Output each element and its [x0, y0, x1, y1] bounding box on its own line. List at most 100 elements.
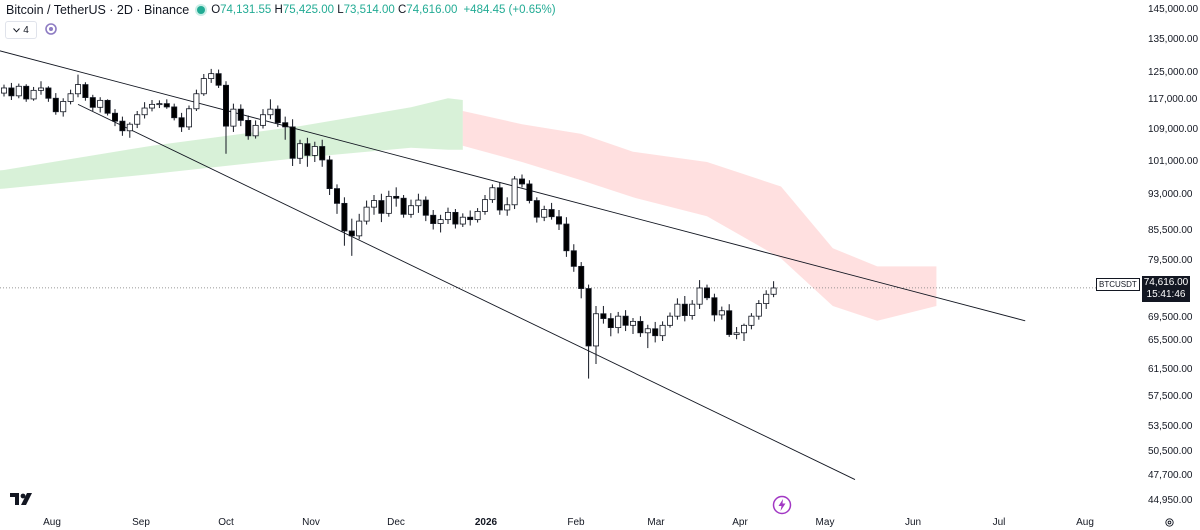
candle: [755, 300, 762, 320]
candle: [82, 82, 89, 101]
candle: [489, 184, 496, 203]
candle-body: [200, 78, 207, 95]
candle: [585, 284, 592, 379]
candle-body: [60, 101, 67, 113]
candle: [259, 109, 266, 129]
candle: [667, 312, 674, 328]
candle: [711, 293, 718, 322]
time-axis-label: 2026: [474, 517, 498, 528]
candle: [415, 193, 422, 213]
candle-body: [437, 219, 444, 224]
candle-body: [674, 303, 681, 317]
candle-body: [296, 143, 303, 159]
trendlines[interactable]: [0, 19, 1026, 480]
tradingview-logo-icon[interactable]: [10, 492, 36, 506]
candle: [674, 298, 681, 320]
candle-body: [600, 313, 607, 319]
candle: [385, 190, 392, 217]
candle: [437, 214, 444, 233]
candle-body: [38, 87, 45, 91]
candle: [600, 305, 607, 324]
candle: [452, 209, 459, 229]
candle: [570, 244, 577, 272]
candle-body: [237, 108, 244, 121]
candle: [504, 197, 511, 216]
candle: [296, 139, 303, 164]
candle-body: [171, 106, 178, 119]
candle: [15, 83, 22, 99]
candle-body: [726, 310, 733, 335]
time-axis-label: Dec: [387, 517, 405, 528]
candle: [593, 305, 600, 365]
close-label: C: [397, 4, 407, 16]
candle: [178, 112, 185, 132]
candle-body: [245, 119, 252, 137]
price-scale-label: 125,000.00: [1148, 67, 1199, 78]
candle: [104, 99, 111, 116]
time-axis-label: Oct: [218, 517, 234, 528]
candle-body: [319, 146, 326, 161]
candle: [30, 86, 37, 101]
candle: [341, 197, 348, 246]
candle: [333, 184, 340, 214]
bar-countdown: 15:41:46: [1146, 289, 1186, 300]
low-label: L: [337, 4, 344, 16]
candle-body: [481, 199, 488, 212]
candle-body: [126, 123, 133, 132]
candle: [741, 323, 748, 341]
candle-body: [548, 209, 555, 218]
candle: [208, 68, 215, 83]
candle: [119, 116, 126, 136]
candle-body: [385, 195, 392, 214]
candle-body: [696, 287, 703, 305]
candle-body: [52, 97, 59, 113]
candle: [459, 213, 466, 228]
price-scale-label: 117,000.00: [1148, 94, 1198, 105]
candle-body: [452, 211, 459, 225]
candle: [733, 327, 740, 340]
trendline-lower[interactable]: [77, 103, 856, 480]
last-price-value: 74,616.00: [1143, 277, 1189, 288]
candle: [200, 73, 207, 96]
candle-body: [230, 108, 237, 127]
candle: [237, 104, 244, 127]
candle-body: [156, 103, 163, 106]
candle: [637, 316, 644, 337]
candles: [0, 68, 777, 379]
indicators-toggle-button[interactable]: 4: [5, 21, 37, 39]
chart-header: Bitcoin / TetherUS · 2D · Binance O74,13…: [6, 2, 556, 18]
candle: [526, 180, 533, 204]
symbol-title[interactable]: Bitcoin / TetherUS · 2D · Binance: [6, 3, 190, 17]
candle-body: [363, 206, 370, 222]
candle: [393, 187, 400, 207]
candle-body: [718, 310, 725, 316]
candle-body: [755, 303, 762, 317]
lightning-event-icon[interactable]: [772, 495, 792, 515]
time-axis-label: Jun: [904, 517, 922, 528]
candle-body: [15, 85, 22, 97]
indicator-settings-icon[interactable]: [44, 22, 58, 36]
candle-body: [185, 108, 192, 128]
candle: [578, 262, 585, 299]
candle-body: [259, 114, 266, 126]
candle-body: [163, 103, 170, 108]
trendline-upper[interactable]: [0, 19, 1026, 322]
candle-body: [681, 303, 688, 316]
candle-body: [496, 187, 503, 211]
candle: [89, 94, 96, 112]
candle: [630, 318, 637, 334]
gear-icon[interactable]: [1164, 517, 1175, 528]
candle: [726, 304, 733, 337]
candle: [348, 218, 355, 256]
candle: [541, 205, 548, 222]
candle: [378, 193, 385, 223]
price-scale-label: 53,500.00: [1148, 421, 1193, 432]
candle: [141, 102, 148, 119]
candle-body: [659, 324, 666, 337]
candle-body: [326, 159, 333, 190]
change-value: +484.45 (+0.65%): [463, 4, 556, 16]
candle: [311, 141, 318, 162]
time-axis-label: Sep: [132, 517, 150, 528]
price-scale-label: 44,950.00: [1148, 495, 1193, 506]
